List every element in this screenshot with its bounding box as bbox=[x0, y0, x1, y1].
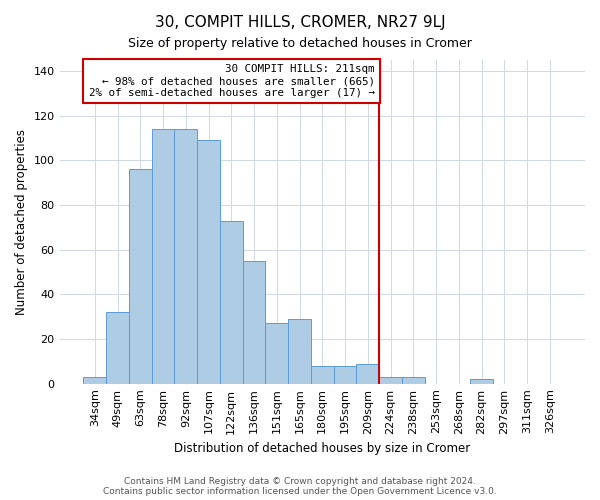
Bar bbox=[197, 140, 220, 384]
Bar bbox=[470, 379, 493, 384]
Bar bbox=[106, 312, 129, 384]
Bar bbox=[402, 377, 425, 384]
Text: Contains HM Land Registry data © Crown copyright and database right 2024.: Contains HM Land Registry data © Crown c… bbox=[124, 477, 476, 486]
Bar bbox=[288, 319, 311, 384]
Bar bbox=[334, 366, 356, 384]
Bar bbox=[311, 366, 334, 384]
Bar bbox=[175, 129, 197, 384]
Bar bbox=[129, 170, 152, 384]
Bar bbox=[242, 261, 265, 384]
Text: Size of property relative to detached houses in Cromer: Size of property relative to detached ho… bbox=[128, 38, 472, 51]
Bar bbox=[220, 220, 242, 384]
Bar bbox=[83, 377, 106, 384]
Bar bbox=[379, 377, 402, 384]
Y-axis label: Number of detached properties: Number of detached properties bbox=[15, 129, 28, 315]
Text: Contains public sector information licensed under the Open Government Licence v3: Contains public sector information licen… bbox=[103, 487, 497, 496]
Text: 30 COMPIT HILLS: 211sqm
← 98% of detached houses are smaller (665)
2% of semi-de: 30 COMPIT HILLS: 211sqm ← 98% of detache… bbox=[89, 64, 374, 98]
Bar bbox=[356, 364, 379, 384]
Bar bbox=[265, 324, 288, 384]
Bar bbox=[152, 129, 175, 384]
X-axis label: Distribution of detached houses by size in Cromer: Distribution of detached houses by size … bbox=[174, 442, 470, 455]
Text: 30, COMPIT HILLS, CROMER, NR27 9LJ: 30, COMPIT HILLS, CROMER, NR27 9LJ bbox=[155, 15, 445, 30]
